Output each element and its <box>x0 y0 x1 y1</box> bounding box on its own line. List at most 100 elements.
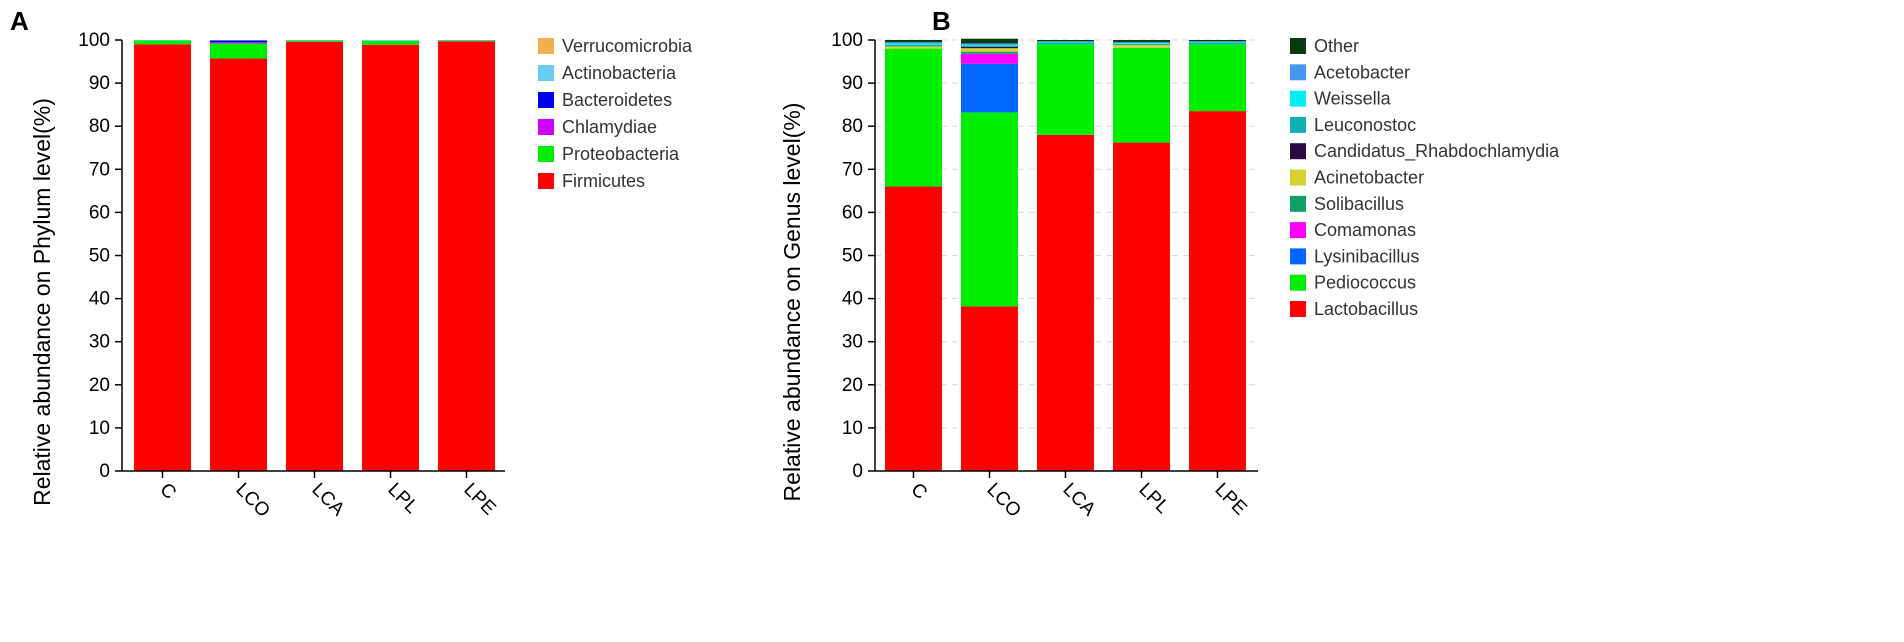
panel-b-segment-c-other <box>885 40 942 43</box>
panel-b-legend-item-solibacillus: Solibacillus <box>1290 194 1404 214</box>
panel-a-legend-item-actinobacteria: Actinobacteria <box>538 63 677 83</box>
panel-b-segment-lco-candidatus-rhabdochlamydia <box>961 46 1018 49</box>
panel-a-segment-lco-chlamydiae <box>210 42 267 44</box>
panel-b-y-tick-label-20: 20 <box>842 375 863 396</box>
panel-a-phylum: A Relative abundance on Phylum level(%) … <box>10 6 693 522</box>
panel-b-legend-swatch-candidatus-rhabdochlamydia <box>1290 143 1306 160</box>
panel-b-segment-lpl-pediococcus <box>1113 47 1170 143</box>
panel-a-legend-item-verrucomicrobia: Verrucomicrobia <box>538 36 693 56</box>
panel-b-legend-item-other: Other <box>1290 36 1359 56</box>
panel-a-segment-lpl-firmicutes <box>362 44 419 472</box>
panel-b-genus: B Relative abundance on Genus level(%) 0… <box>779 6 1560 522</box>
panel-a-x-tick-label-lco: LCO <box>231 479 273 521</box>
panel-b-legend-item-candidatus-rhabdochlamydia: Candidatus_Rhabdochlamydia <box>1290 141 1560 162</box>
panel-b-legend-item-lysinibacillus: Lysinibacillus <box>1290 246 1419 266</box>
panel-a-segment-lca-firmicutes <box>286 41 343 471</box>
panel-a-legend-swatch-verrucomicrobia <box>538 38 554 54</box>
panel-a-segment-lpe-proteobacteria <box>438 40 495 42</box>
panel-a-segment-lpl-actinobacteria <box>362 40 419 41</box>
panel-b-y-tick-label-30: 30 <box>842 332 863 353</box>
panel-b-segment-lpl-weissella <box>1113 43 1170 44</box>
panel-b-legend-label-weissella: Weissella <box>1314 89 1392 109</box>
panel-a-segment-c-proteobacteria <box>134 40 191 45</box>
panel-a-letter: A <box>10 6 29 36</box>
panel-b-segment-lpe-leuconostoc <box>1189 42 1246 45</box>
panel-b-axes <box>868 39 1258 478</box>
panel-b-legend-label-candidatus-rhabdochlamydia: Candidatus_Rhabdochlamydia <box>1314 141 1560 162</box>
panel-b-x-tick-label-lco: LCO <box>982 479 1024 521</box>
panel-b-segment-lco-other <box>961 38 1018 44</box>
panel-b-legend-swatch-lactobacillus <box>1290 301 1306 317</box>
panel-a-bars <box>134 40 495 472</box>
panel-b-y-tick-label-70: 70 <box>842 159 863 180</box>
panel-a-tick-labels: 0 10 20 30 40 50 60 70 80 90 100 C LCO LCA LPL LPE <box>78 30 499 522</box>
panel-b-segment-lpl-lactobacillus <box>1113 142 1170 471</box>
panel-b-y-tick-label-10: 10 <box>842 418 863 439</box>
panel-b-y-tick-label-40: 40 <box>842 289 863 310</box>
panel-a-legend-swatch-actinobacteria <box>538 65 554 81</box>
panel-b-bars <box>885 38 1246 472</box>
panel-a-legend-swatch-chlamydiae <box>538 119 554 135</box>
panel-a-legend-item-bacteroidetes: Bacteroidetes <box>538 90 672 110</box>
panel-a-bar-c <box>134 40 191 472</box>
panel-a-y-tick-label-60: 60 <box>89 202 110 223</box>
panel-a-x-tick-label-lca: LCA <box>307 479 348 520</box>
panel-b-bar-lpe <box>1189 40 1246 472</box>
panel-b-legend: Other Acetobacter Weissella Leuconostoc Cand… <box>1290 36 1560 319</box>
panel-b-legend-item-lactobacillus: Lactobacillus <box>1290 299 1418 319</box>
panel-a-bar-lco <box>210 40 267 472</box>
panel-b-segment-lpe-acetobacter <box>1189 41 1246 42</box>
panel-b-legend-swatch-solibacillus <box>1290 195 1306 212</box>
panel-b-segment-lco-leuconostoc <box>961 45 1018 47</box>
panel-b-segment-lco-pediococcus <box>961 112 1018 307</box>
panel-a-legend-label-bacteroidetes: Bacteroidetes <box>562 90 672 110</box>
panel-a-legend-item-firmicutes: Firmicutes <box>538 171 645 191</box>
panel-a-bar-lca <box>286 40 343 471</box>
panel-a-x-tick-label-lpl: LPL <box>383 479 422 518</box>
panel-b-legend-swatch-pediococcus <box>1290 274 1306 291</box>
panel-b-segment-lca-leuconostoc <box>1037 42 1094 45</box>
panel-b-x-tick-label-lpl: LPL <box>1134 479 1173 518</box>
panel-a-legend-swatch-bacteroidetes <box>538 92 554 108</box>
panel-a-segment-lco-proteobacteria <box>210 43 267 59</box>
panel-b-legend-label-leuconostoc: Leuconostoc <box>1314 115 1416 135</box>
panel-b-bar-c <box>885 40 942 472</box>
panel-b-bar-lpl <box>1113 40 1170 471</box>
panel-a-bar-lpl <box>362 40 419 472</box>
panel-a-segment-lco-firmicutes <box>210 58 267 472</box>
panel-b-legend-swatch-comamonas <box>1290 222 1306 239</box>
panel-b-segment-lpl-acetobacter <box>1113 42 1170 44</box>
panel-b-segment-lpe-other <box>1189 40 1246 42</box>
panel-a-segment-lpl-proteobacteria <box>362 40 419 45</box>
panel-b-segment-c-acetobacter <box>885 42 942 44</box>
panel-b-segment-lca-other <box>1037 40 1094 42</box>
panel-b-y-axis-title: Relative abundance on Genus level(%) <box>779 103 805 502</box>
panel-b-segment-lpe-pediococcus <box>1189 44 1246 112</box>
panel-a-y-tick-label-0: 0 <box>99 461 110 482</box>
panel-b-segment-lpl-acinetobacter <box>1113 45 1170 48</box>
panel-b-legend-label-acetobacter: Acetobacter <box>1314 62 1410 82</box>
panel-a-y-tick-label-70: 70 <box>89 159 110 180</box>
panel-a-segment-lco-bacteroidetes <box>210 40 267 43</box>
panel-b-segment-lco-lactobacillus <box>961 306 1018 471</box>
panel-b-y-tick-label-0: 0 <box>852 461 863 482</box>
panel-b-segment-lco-comamonas <box>961 53 1018 64</box>
panel-a-segment-lca-proteobacteria <box>286 40 343 42</box>
panel-a-legend-label-proteobacteria: Proteobacteria <box>562 144 680 164</box>
panel-b-segment-lco-solibacillus <box>961 51 1018 54</box>
panel-b-segment-lca-weissella <box>1037 41 1094 43</box>
panel-a-legend: Verrucomicrobia Actinobacteria Bacteroidet… <box>538 36 693 191</box>
panel-b-legend-swatch-weissella <box>1290 90 1306 107</box>
panel-a-x-tick-label-lpe: LPE <box>459 479 499 519</box>
panel-a-segment-lco-actinobacteria <box>210 40 267 41</box>
panel-b-legend-item-acetobacter: Acetobacter <box>1290 62 1410 82</box>
panel-b-segment-lca-acetobacter <box>1037 41 1094 42</box>
panel-b-segment-c-weissella <box>885 43 942 45</box>
panel-b-segment-c-lactobacillus <box>885 186 942 472</box>
panel-a-x-tick-label-c: C <box>155 479 180 504</box>
panel-b-segment-lco-acinetobacter <box>961 48 1018 52</box>
panel-b-segment-lpe-weissella <box>1189 41 1246 43</box>
panel-b-segment-c-pediococcus <box>885 48 942 187</box>
panel-a-y-tick-label-20: 20 <box>89 375 110 396</box>
